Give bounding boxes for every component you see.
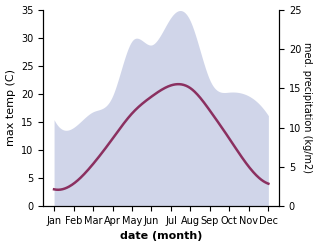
Y-axis label: max temp (C): max temp (C) xyxy=(5,69,16,146)
Y-axis label: med. precipitation (kg/m2): med. precipitation (kg/m2) xyxy=(302,42,313,173)
X-axis label: date (month): date (month) xyxy=(120,231,203,242)
